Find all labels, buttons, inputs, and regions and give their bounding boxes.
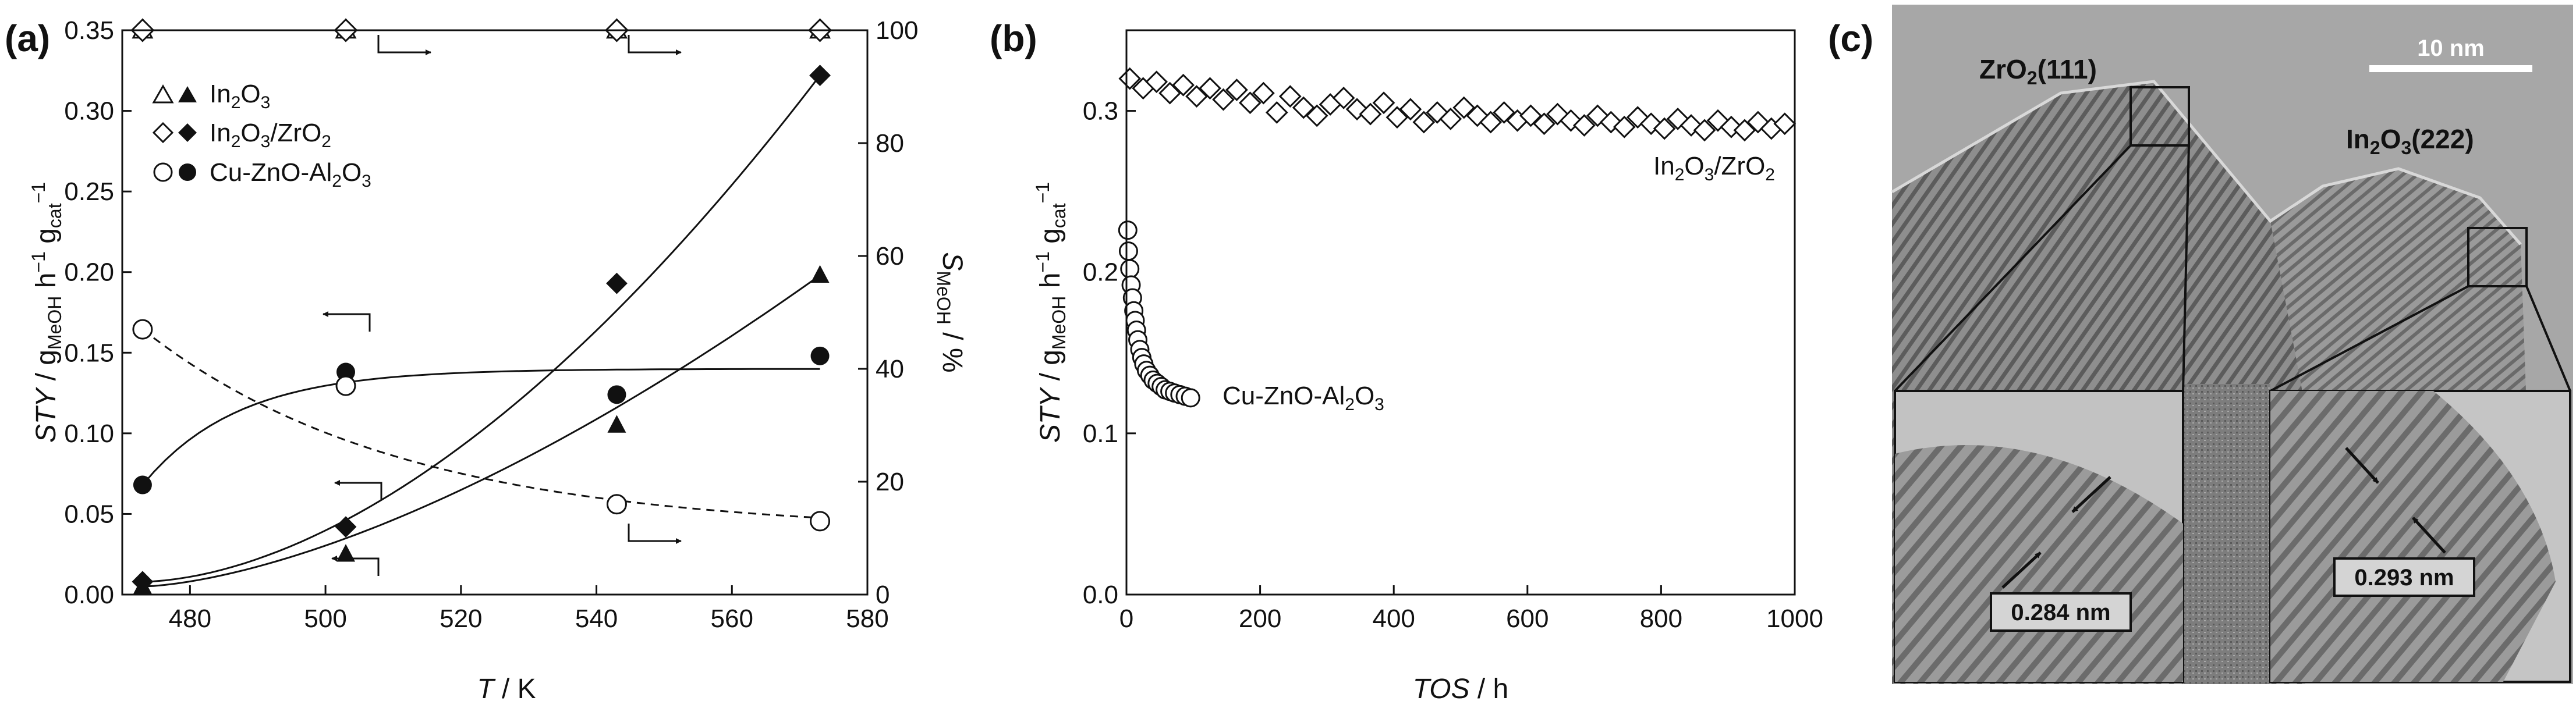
panel-a: (a) 480 500 520 540 560 580 0.00 0.05 0.10 0.15 0.…: [5, 16, 968, 705]
y-tick-label-b: 0.2: [1083, 258, 1118, 287]
panel-label-c: (c): [1828, 17, 1873, 59]
trend-line-in2o3-zro2: [143, 76, 820, 582]
x-tick-label-b: 200: [1239, 604, 1281, 633]
legend-open-circle: [154, 163, 172, 181]
y-tick-label-a-left: 0.20: [64, 258, 114, 287]
label-zro2-111: ZrO2(111): [1979, 54, 2097, 88]
data-point-a: [811, 512, 830, 531]
series-label-in2o3-zro2: In2O3/ZrO2: [1653, 152, 1775, 184]
spacing-label-in2o3: 0.293 nm: [2354, 565, 2454, 590]
panel-label-a: (a): [5, 17, 50, 59]
y-tick-label-a-left: 0.00: [64, 581, 114, 609]
inset-in2o3: 0.293 nm: [2270, 391, 2570, 682]
panel-a-legend: In2O3 In2O3/ZrO2 Cu-ZnO-Al2O3: [154, 80, 371, 191]
y-tick-label-a-left: 0.15: [64, 339, 114, 367]
data-point-a: [607, 385, 626, 404]
legend-filled-diamond: [178, 123, 197, 142]
y-tick-label-a-right: 20: [876, 468, 904, 496]
panel-a-frame: [122, 30, 867, 595]
x-tick-label-b: 800: [1640, 604, 1682, 633]
data-point-a: [133, 320, 152, 339]
panel-c: (c) 0.284 nm: [1828, 5, 2573, 684]
data-point-a: [811, 347, 830, 365]
y-tick-label-a-left: 0.05: [64, 500, 114, 528]
x-tick-label-a: 480: [169, 604, 211, 633]
legend-open-triangle: [154, 86, 172, 102]
x-tick-label-b: 0: [1119, 604, 1133, 633]
data-point-a: [335, 516, 357, 538]
figure: (a) 480 500 520 540 560 5800.000.050.100.150.…: [0, 0, 2576, 708]
arrow-right-axis-1: [378, 35, 431, 52]
legend-item-cu-zno-al2o3: Cu-ZnO-Al2O3: [154, 158, 371, 191]
y-axis-label-b: STY / gMeOH h−1 gcat−1: [1032, 182, 1069, 443]
inset-zro2: 0.284 nm: [1895, 391, 2183, 682]
legend-label-cu-zno-al2o3: Cu-ZnO-Al2O3: [210, 158, 371, 191]
y-tick-label-b: 0.3: [1083, 97, 1118, 126]
data-point-a: [809, 65, 831, 86]
scale-bar-label: 10 nm: [2417, 35, 2485, 61]
x-tick-label-b: 600: [1506, 604, 1549, 633]
data-point-b: [1267, 102, 1287, 123]
y-axis-label-a-right: SMeOH / %: [933, 252, 968, 372]
tem-micrograph: 0.284 nm 0.293 nm 10 nm ZrO2(111) In2O3(…: [1892, 5, 2573, 684]
trend-line-cu-selectivity: [143, 329, 820, 518]
legend-label-in2o3-zro2: In2O3/ZrO2: [210, 119, 331, 151]
series-label-cu-zno-al2o3: Cu-ZnO-Al2O3: [1223, 382, 1384, 414]
data-point-a: [336, 376, 355, 395]
data-point-a: [132, 571, 154, 592]
axis-indicator-arrows: [323, 35, 681, 576]
panel-b: (b) 0 200 400 600 800 1000 0.0 0.1 0.2 0.3 In2O3/…: [990, 17, 1823, 705]
y-tick-label-a-left: 0.30: [64, 97, 114, 126]
arrow-right-axis-3: [629, 524, 681, 541]
legend-filled-triangle: [178, 86, 197, 102]
grain-region: [2183, 384, 2270, 684]
legend-item-in2o3-zro2: In2O3/ZrO2: [154, 119, 331, 151]
data-point-a: [607, 495, 626, 514]
data-point-a: [133, 476, 152, 494]
y-tick-label-a-right: 100: [876, 16, 918, 45]
legend-open-diamond: [154, 123, 172, 142]
y-tick-label-b: 0.0: [1083, 581, 1118, 609]
legend-item-in2o3: In2O3: [154, 80, 270, 112]
y-tick-label-b: 0.1: [1083, 419, 1118, 448]
y-tick-label-a-right: 0: [876, 581, 890, 609]
x-tick-label-a: 520: [440, 604, 482, 633]
y-axis-label-a-left: STY / gMeOH h−1 gcat−1: [28, 182, 65, 443]
x-tick-label-a: 500: [304, 604, 346, 633]
data-point-b: [1119, 243, 1137, 260]
x-axis-label-b: TOS / h: [1413, 674, 1509, 705]
data-point-a: [607, 415, 626, 432]
data-point-b: [1182, 389, 1199, 407]
y-tick-label-a-right: 80: [876, 129, 904, 158]
legend-label-in2o3: In2O3: [210, 80, 270, 112]
y-tick-label-a-left: 0.25: [64, 177, 114, 206]
legend-filled-circle: [179, 163, 196, 181]
panel-b-marks: 0 200 400 600 800 1000 0.0 0.1 0.2 0.3: [1083, 69, 1823, 633]
x-tick-label-b: 1000: [1766, 604, 1823, 633]
trend-line-cu-zno-al2o3: [143, 369, 820, 485]
data-point-b: [1121, 260, 1139, 277]
x-tick-label-b: 400: [1372, 604, 1415, 633]
arrow-left-axis-1: [323, 314, 370, 332]
panel-label-b: (b): [990, 17, 1037, 59]
data-point-b: [1119, 222, 1136, 239]
panel-a-marks: 480 500 520 540 560 580 0.00 0.05 0.10 0.15 0.20 0.…: [64, 16, 918, 633]
y-tick-label-a-right: 40: [876, 355, 904, 383]
spacing-label-zro2: 0.284 nm: [2011, 600, 2110, 625]
data-point-a: [811, 265, 830, 283]
data-point-a: [606, 273, 628, 294]
y-tick-label-a-left: 0.35: [64, 16, 114, 45]
x-axis-label-a: T / K: [477, 674, 536, 705]
y-tick-label-a-right: 60: [876, 242, 904, 271]
y-tick-label-a-left: 0.10: [64, 419, 114, 448]
x-tick-label-a: 560: [711, 604, 753, 633]
arrow-right-axis-2: [629, 35, 681, 52]
arrow-left-axis-2: [335, 483, 381, 500]
x-tick-label-a: 540: [575, 604, 618, 633]
